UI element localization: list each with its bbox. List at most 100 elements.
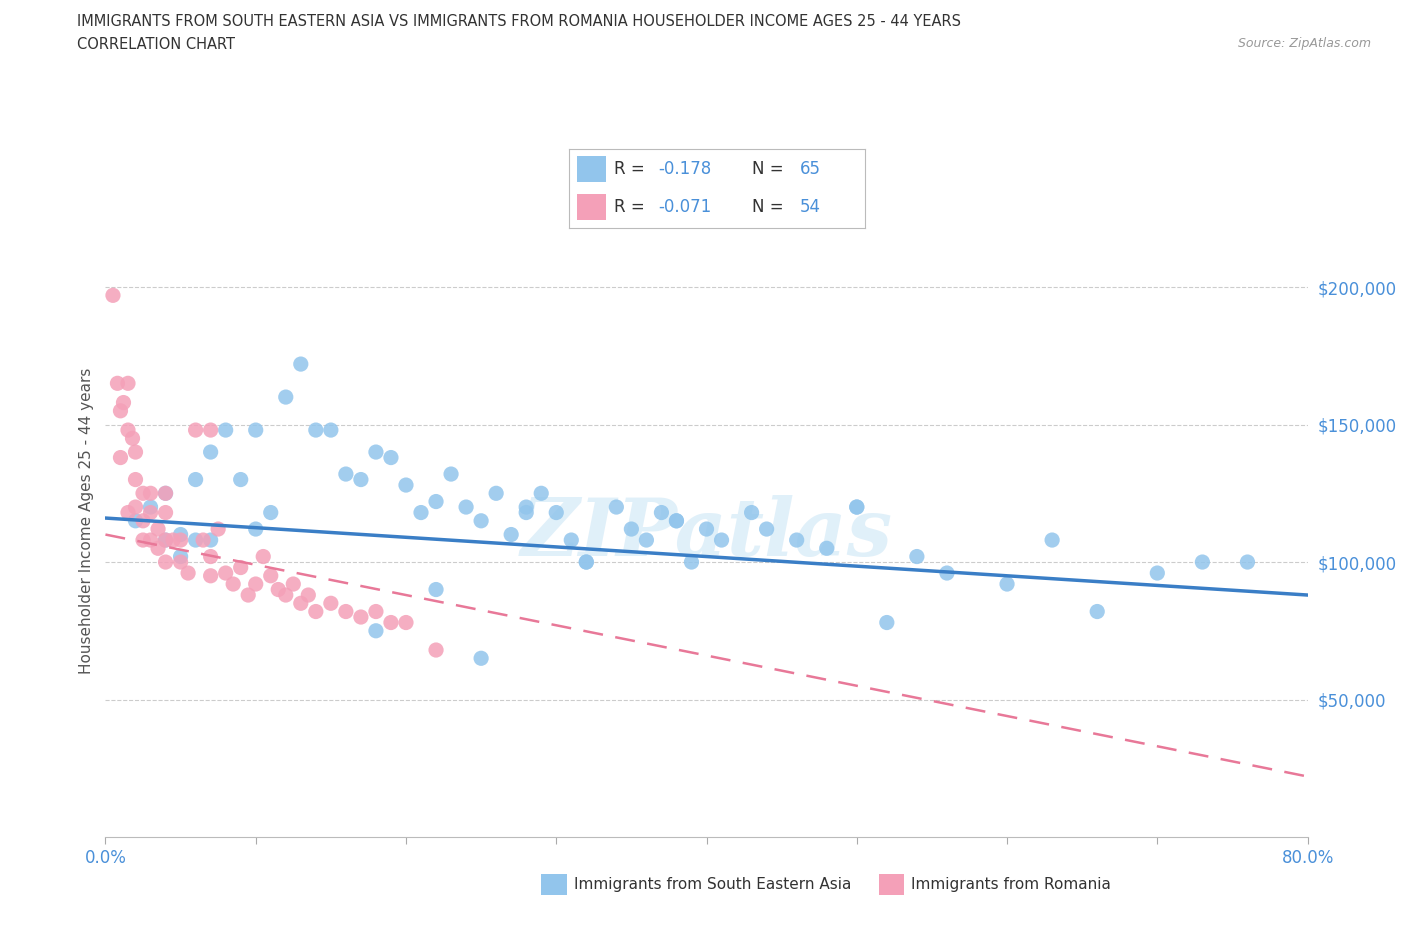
Point (425, 643, 447, 658)
Point (200, 549, 222, 564)
Text: N =: N = (752, 198, 789, 216)
Point (110, 450, 132, 465)
Point (575, 554, 598, 569)
Point (117, 376, 139, 391)
Text: 54: 54 (800, 198, 821, 216)
Point (305, 422, 328, 437)
Point (184, 533, 207, 548)
Point (380, 615, 402, 630)
Point (245, 522, 267, 537)
Text: R =: R = (614, 160, 650, 178)
Point (245, 422, 267, 437)
Point (214, 422, 236, 437)
Point (515, 499, 537, 514)
Point (132, 533, 155, 548)
Point (470, 651, 492, 666)
Point (380, 450, 402, 465)
Point (335, 467, 357, 482)
Point (200, 445, 222, 459)
Text: ZIPatlas: ZIPatlas (520, 495, 893, 572)
Point (139, 505, 162, 520)
Point (605, 499, 627, 514)
Point (319, 596, 342, 611)
Point (155, 485, 177, 500)
Point (425, 582, 447, 597)
Text: Immigrants from South Eastern Asia: Immigrants from South Eastern Asia (574, 877, 851, 892)
Point (395, 615, 418, 630)
Point (229, 472, 252, 487)
Point (364, 623, 387, 638)
Point (319, 422, 342, 437)
Point (560, 533, 582, 548)
Point (245, 577, 267, 591)
Point (1146, 565, 1168, 580)
Point (162, 533, 184, 548)
Point (845, 499, 868, 514)
Point (169, 533, 191, 548)
Point (252, 549, 274, 564)
Point (620, 522, 643, 537)
Point (815, 541, 838, 556)
Point (995, 577, 1018, 591)
Y-axis label: Householder Income Ages 25 - 44 years: Householder Income Ages 25 - 44 years (79, 367, 94, 674)
Point (681, 554, 703, 569)
Point (395, 478, 418, 493)
Point (207, 522, 229, 537)
Point (139, 485, 162, 500)
Point (1085, 604, 1108, 619)
Point (636, 533, 658, 548)
Point (117, 505, 139, 520)
Point (335, 604, 357, 619)
Point (124, 445, 146, 459)
Point (485, 485, 508, 500)
Point (146, 541, 169, 556)
Point (200, 422, 222, 437)
Point (290, 356, 312, 371)
Point (530, 485, 553, 500)
Point (124, 499, 146, 514)
Point (124, 472, 146, 487)
Point (132, 513, 155, 528)
Point (905, 549, 928, 564)
Point (1236, 554, 1258, 569)
Point (350, 609, 373, 624)
Bar (576, 193, 606, 220)
Point (696, 522, 718, 537)
Point (155, 505, 177, 520)
Text: Immigrants from Romania: Immigrants from Romania (911, 877, 1111, 892)
Point (274, 390, 297, 405)
Point (200, 533, 222, 548)
Point (139, 499, 162, 514)
Point (470, 513, 492, 528)
Point (229, 560, 252, 575)
Point (364, 604, 387, 619)
Point (425, 494, 447, 509)
Point (222, 577, 245, 591)
Text: 65: 65 (800, 160, 821, 178)
Point (139, 533, 162, 548)
Point (845, 499, 868, 514)
Point (1040, 533, 1063, 548)
Point (107, 376, 129, 391)
Bar (576, 156, 606, 182)
Point (146, 522, 169, 537)
Text: N =: N = (752, 160, 789, 178)
Point (132, 485, 155, 500)
Point (155, 533, 177, 548)
Point (200, 568, 222, 583)
Point (755, 522, 778, 537)
Point (515, 505, 537, 520)
Point (184, 472, 207, 487)
Point (501, 527, 523, 542)
Point (169, 549, 191, 564)
Point (169, 554, 191, 569)
Point (267, 582, 290, 597)
Point (283, 577, 305, 591)
Point (297, 588, 319, 603)
Point (124, 513, 146, 528)
Point (274, 588, 297, 603)
Point (290, 596, 312, 611)
Point (454, 499, 477, 514)
Point (169, 527, 191, 542)
Point (936, 565, 959, 580)
